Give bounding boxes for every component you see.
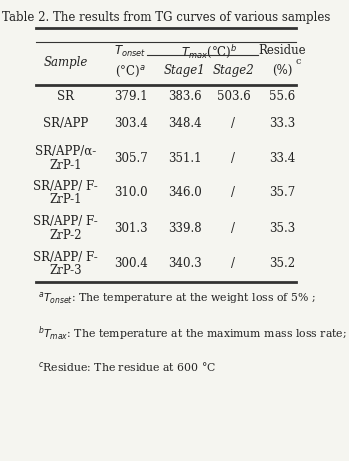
Text: 35.7: 35.7	[269, 186, 295, 200]
Text: 383.6: 383.6	[168, 90, 201, 103]
Text: 55.6: 55.6	[269, 90, 295, 103]
Text: 300.4: 300.4	[114, 257, 147, 271]
Text: Residue: Residue	[258, 43, 306, 57]
Text: 379.1: 379.1	[114, 90, 147, 103]
Text: 310.0: 310.0	[114, 186, 147, 200]
Text: /: /	[231, 222, 236, 235]
Text: Table 2. The results from TG curves of various samples: Table 2. The results from TG curves of v…	[1, 12, 330, 24]
Text: 35.3: 35.3	[269, 222, 295, 235]
Text: ZrP-2: ZrP-2	[49, 229, 82, 242]
Text: 303.4: 303.4	[114, 117, 147, 130]
Text: ZrP-1: ZrP-1	[49, 159, 82, 172]
Text: c: c	[295, 57, 300, 66]
Text: (°C)$^{a}$: (°C)$^{a}$	[115, 64, 146, 79]
Text: SR/APP/ F-: SR/APP/ F-	[33, 251, 98, 264]
Text: (%): (%)	[272, 64, 292, 77]
Text: 348.4: 348.4	[168, 117, 201, 130]
Text: $T_{max}$(°C)$^{b}$: $T_{max}$(°C)$^{b}$	[181, 43, 237, 61]
Text: 35.2: 35.2	[269, 257, 295, 271]
Text: /: /	[231, 186, 236, 200]
Text: 33.3: 33.3	[269, 117, 295, 130]
Text: /: /	[231, 117, 236, 130]
Text: 301.3: 301.3	[114, 222, 147, 235]
Text: $T_{onset}$: $T_{onset}$	[114, 43, 147, 59]
Text: SR/APP: SR/APP	[43, 117, 88, 130]
Text: Stage2: Stage2	[213, 64, 254, 77]
Text: SR: SR	[57, 90, 74, 103]
Text: $^{a}$$T_{onset}$: The temperature at the weight loss of 5% ;: $^{a}$$T_{onset}$: The temperature at th…	[38, 290, 316, 306]
Text: 340.3: 340.3	[168, 257, 202, 271]
Text: 305.7: 305.7	[114, 152, 147, 165]
Text: Sample: Sample	[43, 56, 88, 69]
Text: $^{b}$$T_{max}$: The temperature at the maximum mass loss rate;: $^{b}$$T_{max}$: The temperature at the …	[38, 325, 347, 343]
Text: 503.6: 503.6	[217, 90, 250, 103]
Text: ZrP-3: ZrP-3	[49, 264, 82, 278]
Text: ZrP-1: ZrP-1	[49, 193, 82, 207]
Text: 351.1: 351.1	[168, 152, 201, 165]
Text: 346.0: 346.0	[168, 186, 202, 200]
Text: /: /	[231, 152, 236, 165]
Text: /: /	[231, 257, 236, 271]
Text: SR/APP/α-: SR/APP/α-	[35, 145, 96, 158]
Text: $^{c}$Residue: The residue at 600 °C: $^{c}$Residue: The residue at 600 °C	[38, 361, 217, 374]
Text: SR/APP/ F-: SR/APP/ F-	[33, 179, 98, 193]
Text: Stage1: Stage1	[164, 64, 206, 77]
Text: 339.8: 339.8	[168, 222, 201, 235]
Text: 33.4: 33.4	[269, 152, 295, 165]
Text: SR/APP/ F-: SR/APP/ F-	[33, 215, 98, 228]
